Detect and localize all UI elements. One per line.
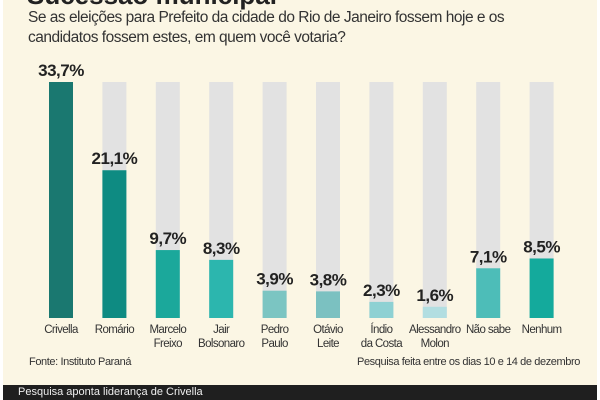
- bar-chart: 33,7% Crivella 21,1% Romário 9,7% Marcelo Frei…: [38, 61, 562, 350]
- caption-bar: Pesquisa aponta liderança de Crivella: [3, 385, 597, 400]
- bar-track: [316, 82, 340, 318]
- category-label: Freixo: [154, 338, 183, 350]
- bar-track: [422, 82, 447, 318]
- survey-date-note: Pesquisa feita entre os dias 10 e 14 de …: [357, 356, 580, 368]
- category-label: Jair: [213, 324, 230, 336]
- source-text: Fonte: Instituto Paraná: [29, 356, 132, 368]
- category-label: Alessandro: [409, 324, 461, 336]
- caption-text: Pesquisa aponta liderança de Crivella: [18, 386, 203, 398]
- category-label: Índio: [370, 323, 392, 336]
- value-label: 8,3%: [203, 239, 240, 258]
- chart-title: Sucessão municipal: [27, 0, 277, 11]
- category-label: Marcelo: [149, 324, 186, 336]
- value-label: 7,1%: [470, 247, 507, 266]
- bar: [209, 259, 234, 318]
- category-label: Paulo: [261, 338, 288, 350]
- category-label: da Costa: [361, 338, 403, 350]
- bar: [262, 290, 287, 318]
- value-label: 21,1%: [92, 149, 138, 168]
- category-label: Otávio: [313, 324, 343, 336]
- category-label: Molon: [421, 338, 450, 350]
- chart-panel: Sucessão municipal Se as eleições para P…: [3, 0, 597, 385]
- value-label: 8,5%: [523, 237, 560, 256]
- value-label: 33,7%: [38, 61, 84, 80]
- value-label: 2,3%: [363, 281, 400, 300]
- category-label: Não sabe: [466, 324, 511, 336]
- bar: [155, 250, 180, 318]
- chart-question: Se as eleições para Prefeito da cidade d…: [28, 9, 505, 46]
- category-label: Leite: [317, 338, 339, 350]
- bar: [316, 291, 340, 318]
- category-label: Pedro: [261, 324, 289, 336]
- bar: [476, 268, 501, 318]
- category-label: Romário: [95, 324, 134, 336]
- category-label: Bolsonaro: [198, 338, 245, 350]
- category-label: Crivella: [44, 324, 79, 336]
- bar: [369, 301, 394, 318]
- bar-track: [262, 82, 287, 318]
- value-label: 1,6%: [416, 286, 453, 305]
- category-label: Nenhum: [522, 324, 562, 336]
- bar: [49, 82, 73, 318]
- bar: [102, 170, 127, 318]
- bar: [422, 306, 447, 318]
- bar: [529, 258, 554, 318]
- value-label: 3,8%: [310, 270, 347, 289]
- bar-track: [369, 82, 394, 318]
- value-label: 3,9%: [256, 270, 293, 289]
- value-label: 9,7%: [149, 229, 186, 248]
